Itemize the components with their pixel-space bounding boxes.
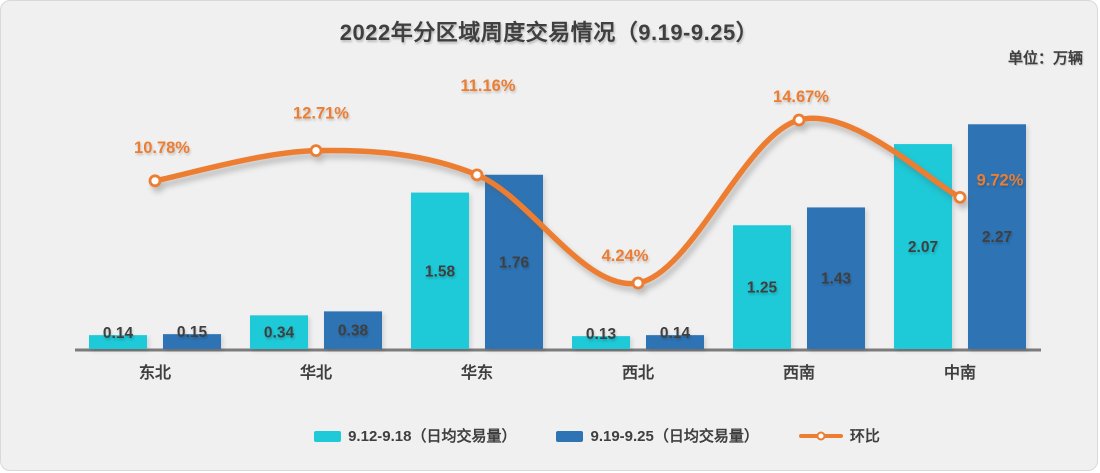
ratio-percent-label-northwest: 4.24% [602,247,649,265]
ratio-line-marker-south-central [953,190,967,204]
x-axis-category-label-north: 华北 [300,363,332,382]
bar-value-label: 0.38 [338,323,369,340]
bar-east-week1 [411,192,469,349]
bar-value-label: 0.14 [660,325,691,342]
bar-southwest-week1 [733,225,791,349]
bar-value-label: 0.15 [177,324,208,341]
ratio-percent-label-south-central: 9.72% [977,171,1024,189]
bar-value-label: 0.13 [586,326,617,343]
bar-south-central-week2 [968,124,1026,350]
bar-northeast-week2 [163,334,221,349]
legend-item-week2: 9.19-9.25（日均交易量） [556,425,759,446]
chart-plot-area: 0.14 0.34 1.58 0.13 1.25 2.07 0.15 0.38 1.76 0.14… [75,77,1041,382]
bar-northwest-week2 [646,335,704,349]
legend: 9.12-9.18（日均交易量） 9.19-9.25（日均交易量） 环比 [47,425,1097,446]
bar-value-label: 1.76 [499,254,530,271]
unit-label: 单位：万辆 [1007,50,1083,67]
ratio-percent-label-north: 12.71% [293,105,349,123]
legend-label-ratio: 环比 [849,428,880,445]
x-axis-category-label-southwest: 西南 [783,363,815,382]
x-axis-category-label-east: 华东 [461,363,493,382]
ratio-percent-label-east: 11.16% [460,77,515,95]
bar-value-label: 0.34 [264,325,295,342]
bar-value-label: 0.14 [103,325,134,342]
bar-east-week2 [485,174,543,349]
ratio-line-marker-east [470,168,484,182]
legend-item-week1: 9.12-9.18（日均交易量） [314,425,516,446]
ratio-line-marker-southwest [792,113,806,127]
ratio-line-marker-northwest [631,276,645,290]
ratio-line-series [148,113,967,290]
legend-label-week2: 9.19-9.25（日均交易量） [590,428,759,445]
ratio-line-marker-north [309,144,323,158]
bar-southwest-week2 [807,207,865,349]
chart-title: 2022年分区域周度交易情况（9.19-9.25） [339,20,759,45]
legend-line-marker-icon [798,431,843,441]
bar-value-label: 1.25 [747,280,778,297]
x-axis-category-label-northeast: 东北 [139,363,171,382]
legend-swatch-blue-icon [556,430,584,442]
bar-value-label: 1.58 [425,263,456,280]
legend-swatch-cyan-icon [314,430,342,442]
legend-label-week1: 9.12-9.18（日均交易量） [348,428,517,445]
ratio-percent-label-southwest: 14.67% [773,88,829,106]
bar-value-label: 2.27 [982,229,1012,246]
x-axis-category-label-south-central: 中南 [944,363,976,382]
bar-north-week1 [250,315,308,349]
bar-northeast-week1 [89,335,147,349]
ratio-percent-label-northeast: 10.78% [134,139,190,157]
bar-north-week2 [324,311,382,349]
bar-value-label: 2.07 [908,239,938,256]
x-axis-category-label-northwest: 西北 [622,364,654,382]
bar-south-central-week1 [894,144,952,349]
ratio-line-marker-northeast [148,174,162,188]
bar-northwest-week1 [572,336,630,349]
bar-value-label: 1.43 [821,271,852,288]
legend-item-ratio: 环比 [798,425,880,446]
